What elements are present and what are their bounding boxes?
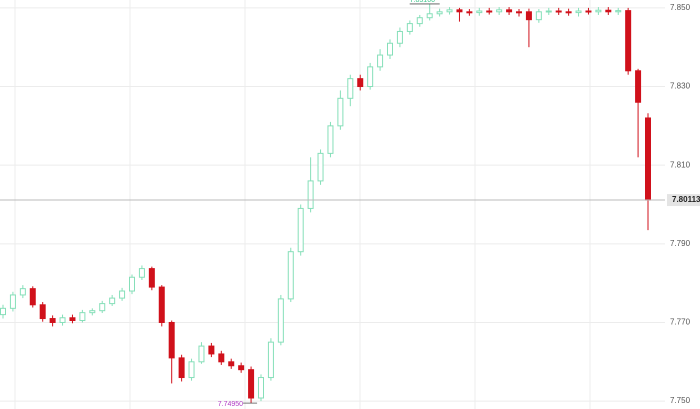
candle-body bbox=[248, 369, 255, 399]
candle-body bbox=[109, 297, 116, 305]
candle-body bbox=[516, 11, 522, 14]
candle-body bbox=[9, 294, 16, 309]
candle-body bbox=[287, 251, 294, 300]
candle-body bbox=[426, 13, 433, 19]
candle-body bbox=[89, 310, 96, 314]
candle-body bbox=[258, 377, 264, 399]
candle-body bbox=[615, 10, 622, 13]
candle-body bbox=[129, 276, 135, 292]
candle-body bbox=[49, 318, 56, 323]
candle-body bbox=[218, 353, 225, 363]
y-tick-label: 7.770 bbox=[670, 318, 691, 327]
candle-body bbox=[367, 66, 374, 88]
candle-body bbox=[396, 30, 403, 44]
y-tick-label: 7.790 bbox=[670, 239, 691, 248]
candle-body bbox=[158, 286, 165, 323]
candle-body bbox=[545, 10, 552, 13]
candle-body bbox=[575, 10, 582, 14]
candle-body bbox=[277, 298, 284, 343]
candle-body bbox=[506, 9, 513, 13]
candle-body bbox=[317, 152, 324, 182]
low-marker-label: 7.74950 bbox=[218, 401, 243, 408]
y-tick-label: 7.810 bbox=[670, 160, 691, 169]
candle-body bbox=[535, 11, 542, 21]
candle-body bbox=[99, 303, 106, 312]
last-price-label: 7.80113 bbox=[672, 195, 700, 204]
candle-body bbox=[119, 290, 126, 299]
candle-body bbox=[0, 307, 6, 316]
candle-body bbox=[387, 42, 393, 56]
candle-body bbox=[496, 9, 503, 13]
candle-body bbox=[168, 321, 175, 359]
candle-body bbox=[476, 10, 483, 14]
candle-body bbox=[486, 10, 493, 13]
candle-body bbox=[337, 97, 344, 127]
candle-body bbox=[79, 312, 86, 322]
candle-body bbox=[307, 180, 314, 209]
y-tick-label: 7.830 bbox=[670, 82, 691, 91]
candle-body bbox=[456, 9, 463, 13]
candle-body bbox=[585, 10, 592, 13]
candle-body bbox=[635, 70, 642, 103]
candle-body bbox=[39, 304, 46, 320]
candle-body bbox=[446, 9, 453, 13]
candle-body bbox=[69, 317, 76, 322]
candle-body bbox=[525, 11, 532, 21]
candle-body bbox=[555, 10, 562, 13]
candle-body bbox=[406, 23, 413, 32]
candle-body bbox=[29, 288, 36, 306]
candle-body bbox=[605, 9, 612, 13]
candle-body bbox=[188, 361, 195, 379]
candle-body bbox=[267, 341, 274, 379]
candle-body bbox=[595, 9, 602, 13]
candle-body bbox=[148, 268, 155, 288]
candle-body bbox=[228, 361, 235, 367]
candle-body bbox=[436, 11, 443, 15]
candle-body bbox=[59, 317, 66, 323]
candle-body bbox=[19, 288, 26, 296]
candle-body bbox=[357, 78, 364, 88]
candle-body bbox=[625, 10, 632, 72]
candle-body bbox=[416, 17, 423, 25]
y-tick-label: 7.850 bbox=[670, 3, 691, 12]
high-marker-label: 7.85100 bbox=[410, 0, 435, 4]
candle-body bbox=[327, 125, 334, 154]
candle-body bbox=[208, 345, 215, 355]
y-tick-label: 7.750 bbox=[670, 396, 691, 405]
candle-body bbox=[347, 78, 354, 99]
candle-body bbox=[198, 345, 205, 363]
candle-body bbox=[645, 117, 651, 201]
vertical-grid bbox=[14, 0, 591, 409]
candle-body bbox=[178, 357, 185, 379]
candle-body bbox=[297, 207, 304, 253]
last-price-tag bbox=[667, 194, 700, 207]
candle-body bbox=[377, 54, 384, 68]
candle-body bbox=[466, 11, 473, 14]
candle-body bbox=[138, 268, 145, 278]
candle-body bbox=[238, 365, 245, 371]
candle-body bbox=[565, 11, 572, 14]
